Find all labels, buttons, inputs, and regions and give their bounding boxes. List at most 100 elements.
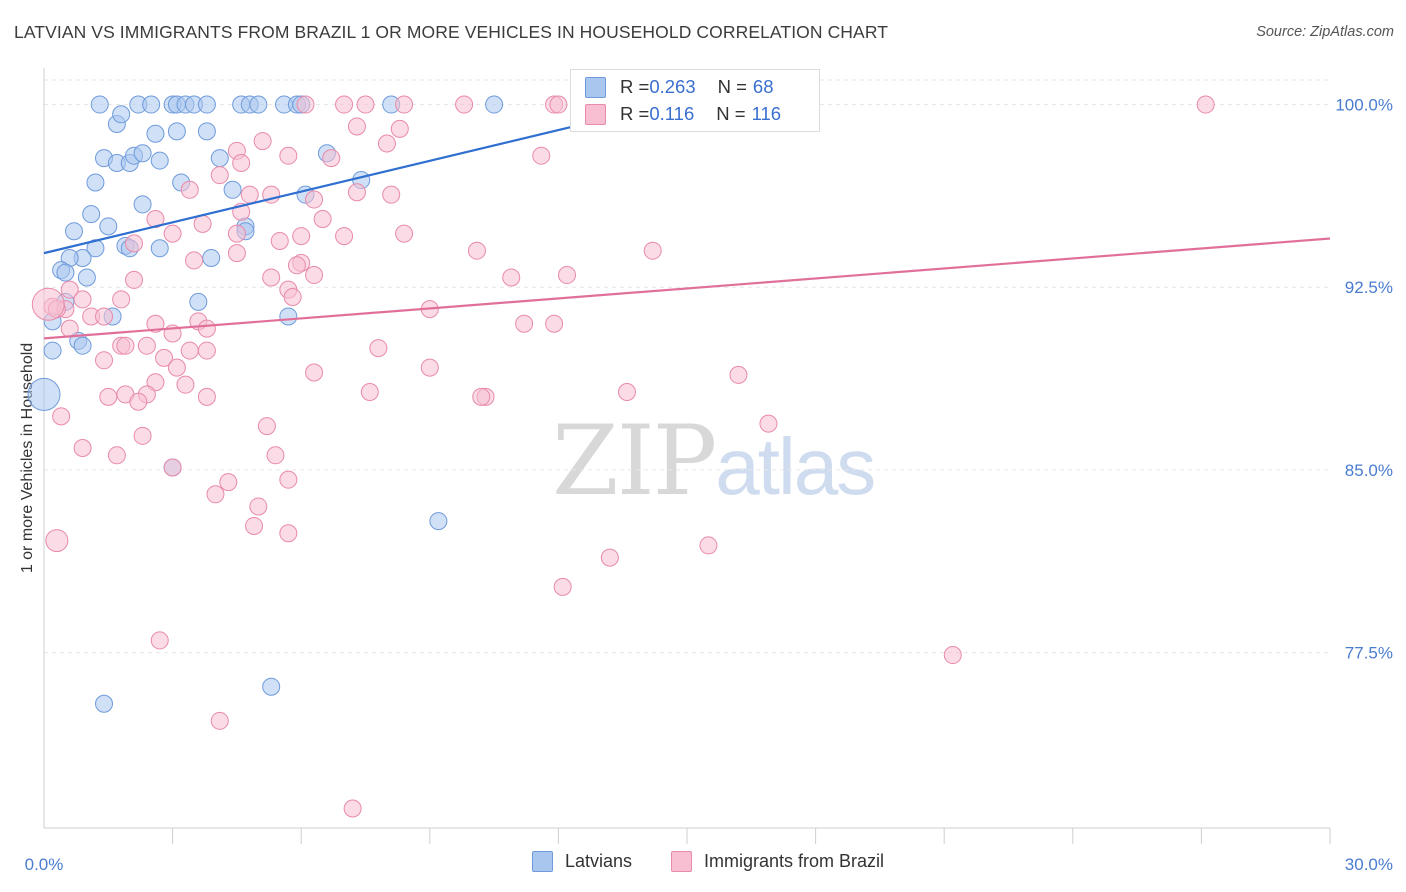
brazil-point <box>210 166 229 185</box>
brazil-point <box>296 95 315 114</box>
legend-n-label: N = <box>717 76 747 97</box>
brazil-point <box>176 375 195 394</box>
brazil-point <box>553 577 572 596</box>
brazil-point <box>420 358 439 377</box>
legend-swatch-latvians <box>532 851 553 872</box>
brazil-point <box>377 134 396 153</box>
latvian-point <box>197 122 216 141</box>
brazil-point <box>249 497 268 516</box>
brazil-point <box>279 146 298 165</box>
brazil-point <box>180 341 199 360</box>
x-tick-label: 30.0% <box>1345 855 1393 874</box>
latvian-point <box>223 180 242 199</box>
legend-n-value: 68 <box>752 76 774 97</box>
latvian-point <box>27 377 61 411</box>
latvian-point <box>43 341 62 360</box>
legend-r-value: 0.263 <box>649 76 696 97</box>
y-tick-label: 92.5% <box>1345 278 1393 297</box>
brazil-point <box>287 256 306 275</box>
legend-item-brazil[interactable]: Immigrants from Brazil <box>671 851 884 872</box>
brazil-point <box>219 473 238 492</box>
legend-swatch-latvians <box>585 76 606 98</box>
latvian-point <box>133 144 152 163</box>
brazil-point <box>150 631 169 650</box>
brazil-point <box>133 426 152 445</box>
brazil-point <box>107 446 126 465</box>
brazil-point <box>227 224 246 243</box>
brazil-point <box>502 268 521 287</box>
series-legend: Latvians Immigrants from Brazil <box>0 851 1406 877</box>
brazil-point <box>322 149 341 168</box>
brazil-point <box>73 439 92 457</box>
latvian-point <box>146 124 165 143</box>
brazil-point <box>305 363 324 382</box>
latvian-point <box>167 122 186 141</box>
brazil-point <box>146 314 165 333</box>
latvian-point <box>279 307 298 326</box>
legend-r-value: 0.116 <box>649 103 695 124</box>
brazil-point <box>343 799 362 818</box>
brazil-point <box>729 365 748 384</box>
brazil-point <box>125 234 144 253</box>
latvian-point <box>202 249 221 267</box>
brazil-point <box>395 95 414 114</box>
latvian-point <box>429 512 448 531</box>
y-tick-label: 100.0% <box>1335 96 1393 115</box>
brazil-point <box>360 382 379 401</box>
brazil-point <box>146 373 165 392</box>
legend-n-value: 116 <box>751 103 782 124</box>
brazil-point <box>163 458 182 477</box>
trend-lines <box>43 115 1331 340</box>
latvian-point <box>82 205 101 224</box>
brazil-point <box>240 185 259 204</box>
brazil-point <box>129 392 148 411</box>
y-tick-label: 77.5% <box>1345 644 1393 663</box>
brazil-point <box>232 154 251 172</box>
brazil-point <box>99 387 118 406</box>
brazil-point <box>313 210 332 229</box>
brazil-point <box>292 227 311 246</box>
latvian-point <box>142 95 161 114</box>
latvian-point <box>73 336 92 355</box>
legend-row-brazil: R = 0.116 N = 116 <box>585 102 781 126</box>
brazil-point <box>305 190 324 209</box>
brazil-point <box>515 314 534 333</box>
brazil-point <box>60 280 79 299</box>
brazil-point <box>369 339 388 358</box>
data-points <box>27 95 1215 818</box>
brazil-point <box>112 290 131 309</box>
brazil-point <box>943 646 962 665</box>
brazil-point <box>45 529 69 553</box>
brazil-point <box>266 446 285 465</box>
latvian-point <box>150 151 169 170</box>
legend-r-label: R = <box>620 76 650 97</box>
chart-title: LATVIAN VS IMMIGRANTS FROM BRAZIL 1 OR M… <box>14 22 889 42</box>
brazil-point <box>532 146 551 165</box>
brazil-point <box>382 185 401 204</box>
brazil-point <box>549 95 568 114</box>
latvian-point <box>90 95 109 114</box>
latvian-point <box>150 239 169 258</box>
brazil-point <box>600 548 619 567</box>
brazil-point <box>270 231 289 250</box>
latvian-trend-line <box>43 115 615 255</box>
brazil-point <box>206 485 225 504</box>
brazil-point <box>125 270 144 289</box>
latvian-point <box>86 173 105 192</box>
axes <box>43 68 1331 844</box>
brazil-point <box>557 266 576 285</box>
brazil-point <box>180 180 199 199</box>
legend-swatch-brazil <box>585 103 606 125</box>
brazil-point <box>390 119 409 138</box>
brazil-point <box>60 319 79 338</box>
latvian-point <box>189 292 208 311</box>
legend-item-latvians[interactable]: Latvians <box>532 851 632 872</box>
latvian-point <box>95 694 114 713</box>
latvian-point <box>210 149 229 168</box>
brazil-point <box>95 351 114 370</box>
brazil-point <box>279 524 298 543</box>
x-tick-label: 0.0% <box>25 855 64 874</box>
legend-label-brazil: Immigrants from Brazil <box>704 851 885 871</box>
brazil-point <box>347 183 366 202</box>
